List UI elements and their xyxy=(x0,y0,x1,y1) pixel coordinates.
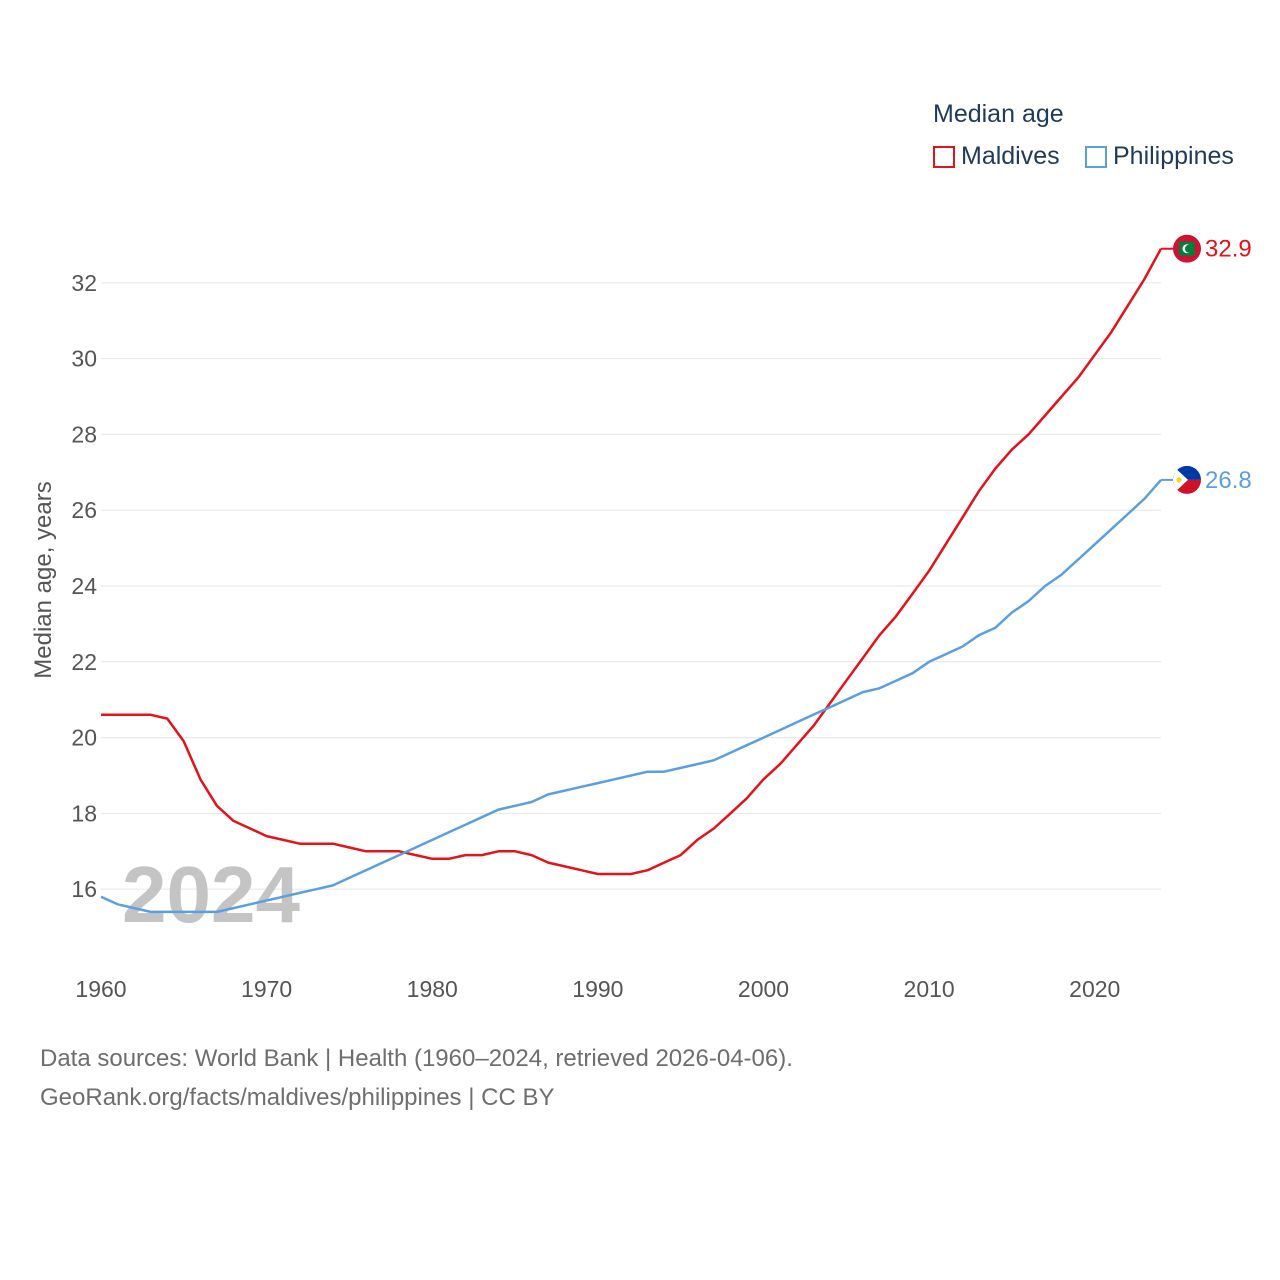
y-tick-label: 20 xyxy=(71,725,97,751)
end-markers: 32.9 26.8 xyxy=(1161,234,1252,494)
legend-label-maldives: Maldives xyxy=(961,142,1060,170)
y-tick-label: 32 xyxy=(71,270,97,296)
legend-label-philippines: Philippines xyxy=(1113,142,1234,170)
end-value-label-maldives: 32.9 xyxy=(1205,236,1252,263)
x-axis-ticks: 1960 1970 1980 1990 2000 2010 2020 xyxy=(75,976,1120,1002)
legend-swatch-maldives xyxy=(933,145,955,168)
source-link[interactable]: GeoRank.org/facts/maldives/philippines |… xyxy=(40,1084,555,1111)
y-tick-label: 24 xyxy=(71,573,97,599)
y-tick-label: 28 xyxy=(71,421,97,447)
series-line-philippines xyxy=(100,479,1162,914)
x-tick-label: 2020 xyxy=(1069,976,1120,1002)
y-tick-label: 22 xyxy=(71,649,97,675)
y-axis-label: Median age, years xyxy=(30,481,57,678)
philippines-flag-icon xyxy=(1173,465,1201,494)
x-tick-label: 1980 xyxy=(407,976,458,1002)
y-tick-label: 18 xyxy=(71,800,97,826)
legend-item-philippines[interactable]: Philippines xyxy=(1085,142,1234,171)
y-axis-ticks: 16 18 20 22 24 26 28 30 32 xyxy=(71,270,97,902)
y-tick-label: 30 xyxy=(71,346,97,372)
x-tick-label: 1970 xyxy=(241,976,292,1002)
series-lines xyxy=(100,248,1163,914)
series-line-maldives xyxy=(101,248,1163,876)
legend-item-maldives[interactable]: Maldives xyxy=(933,142,1060,171)
end-value-label-philippines: 26.8 xyxy=(1205,467,1252,494)
x-tick-label: 1960 xyxy=(75,976,126,1002)
legend-swatch-philippines xyxy=(1085,145,1107,168)
x-tick-label: 2010 xyxy=(904,976,955,1002)
year-watermark: 2024 xyxy=(122,850,300,939)
gridlines xyxy=(101,282,1161,890)
x-tick-label: 1990 xyxy=(572,976,623,1002)
legend-title: Median age xyxy=(933,100,1064,128)
y-tick-label: 26 xyxy=(71,497,97,523)
x-tick-label: 2000 xyxy=(738,976,789,1002)
maldives-flag-icon xyxy=(1173,234,1201,263)
y-tick-label: 16 xyxy=(71,876,97,902)
source-note: Data sources: World Bank | Health (1960–… xyxy=(40,1045,793,1072)
